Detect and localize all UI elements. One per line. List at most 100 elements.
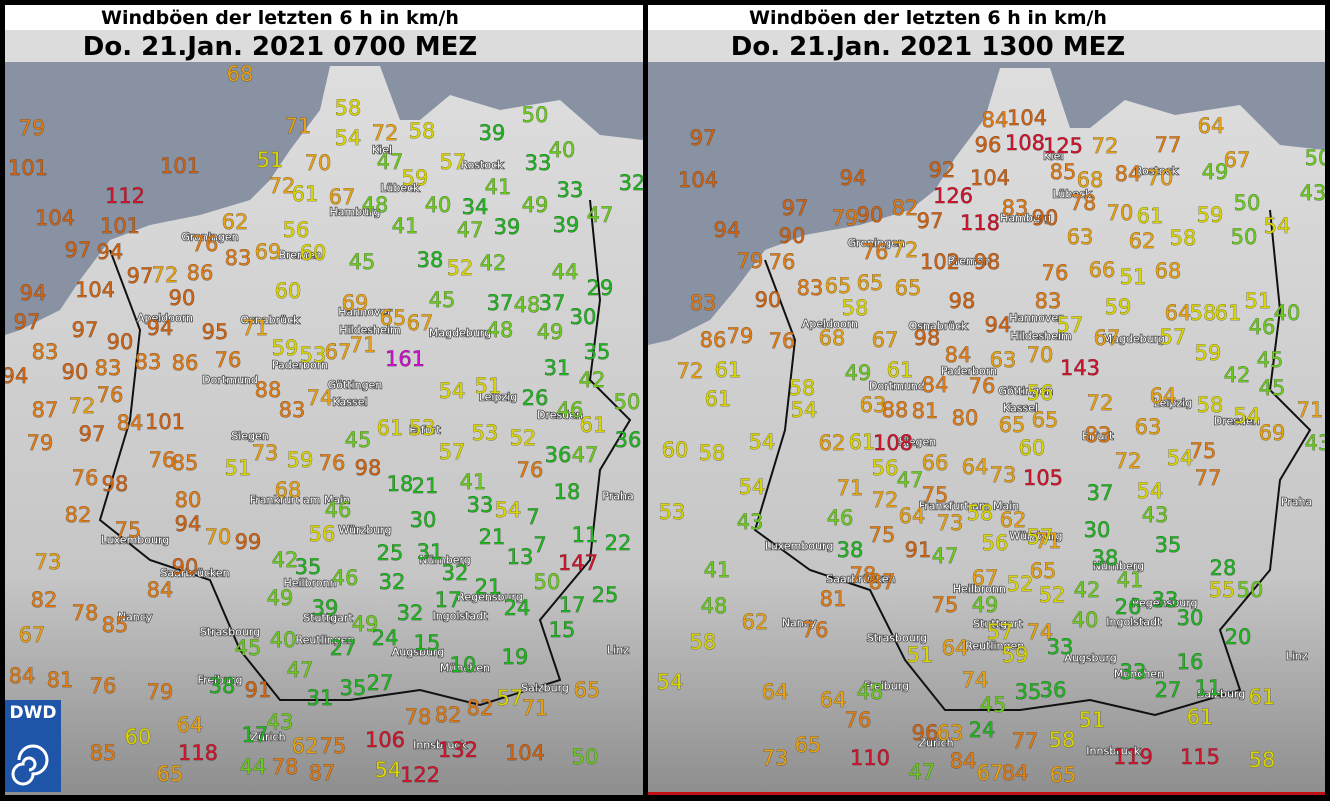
gust-value: 13 <box>507 545 534 569</box>
gust-value: 85 <box>102 613 129 637</box>
city-label: Stuttgart <box>973 618 1023 631</box>
city-label: Strasbourg <box>200 626 260 639</box>
gust-value: 97 <box>917 209 944 233</box>
gust-value: 76 <box>1042 261 1069 285</box>
gust-value: 49 <box>1202 160 1229 184</box>
gust-value: 60 <box>275 279 302 303</box>
gust-value: 118 <box>960 211 1000 235</box>
gust-value: 64 <box>177 713 204 737</box>
gust-value: 83 <box>95 356 122 380</box>
gust-value: 83 <box>1035 289 1062 313</box>
gust-value: 104 <box>35 206 75 230</box>
gust-value: 86 <box>187 261 214 285</box>
gust-value: 91 <box>905 538 932 562</box>
gust-value: 65 <box>857 271 884 295</box>
gust-value: 50 <box>1237 578 1264 602</box>
gust-value: 37 <box>1087 481 1114 505</box>
gust-value: 49 <box>522 193 549 217</box>
gust-value: 15 <box>414 631 441 655</box>
border <box>753 209 1312 717</box>
city-label: Ingolstadt <box>432 610 488 623</box>
gust-value: 58 <box>842 296 869 320</box>
gust-value: 104 <box>1007 106 1047 130</box>
gust-value: 47 <box>377 150 404 174</box>
city-label: Saarbrücken <box>826 573 895 586</box>
gust-value: 118 <box>178 741 218 765</box>
gust-value: 54 <box>657 670 684 694</box>
stations: Kiel Lübeck Hamburg Rostock Groningen Bremen O… <box>2 62 646 787</box>
gust-value: 41 <box>704 558 731 582</box>
gust-value: 7 <box>526 505 539 529</box>
gust-value: 84 <box>950 749 977 773</box>
gust-value: 33 <box>1152 588 1179 612</box>
city-label: Rostock <box>1135 165 1179 178</box>
gust-value: 72 <box>152 263 179 287</box>
gust-value: 43 <box>267 710 294 734</box>
gust-value: 31 <box>417 540 444 564</box>
gust-value: 46 <box>332 566 359 590</box>
city-label: Dortmund <box>202 374 258 387</box>
gust-value: 76 <box>517 458 544 482</box>
gust-value: 81 <box>820 587 847 611</box>
gust-value: 76 <box>90 674 117 698</box>
city-label: Groningen <box>181 231 238 244</box>
gust-value: 83 <box>135 350 162 374</box>
gust-value: 74 <box>307 386 334 410</box>
gust-value: 58 <box>1170 226 1197 250</box>
city-label: Lübeck <box>1052 188 1092 201</box>
gust-value: 94 <box>2 364 29 388</box>
gust-value: 32 <box>619 171 646 195</box>
gust-value: 90 <box>755 288 782 312</box>
gust-value: 67 <box>977 761 1004 785</box>
gust-value: 51 <box>1079 708 1106 732</box>
gust-value: 54 <box>439 379 466 403</box>
gust-value: 94 <box>714 218 741 242</box>
gust-value: 101 <box>100 214 140 238</box>
city-label: Göttingen <box>998 385 1053 398</box>
gust-value: 61 <box>1249 685 1276 709</box>
gust-value: 47 <box>457 218 484 242</box>
gust-value: 72 <box>892 238 919 262</box>
gust-value: 38 <box>1092 546 1119 570</box>
gust-value: 94 <box>985 313 1012 337</box>
gust-value: 52 <box>1007 572 1034 596</box>
gust-value: 65 <box>999 413 1026 437</box>
gust-value: 84 <box>982 108 1009 132</box>
gust-value: 59 <box>1197 203 1224 227</box>
city-label: Linz <box>607 644 629 657</box>
gust-value: 35 <box>340 676 367 700</box>
gust-value: 98 <box>974 250 1001 274</box>
gust-value: 42 <box>1074 578 1101 602</box>
city-label: Regensburg <box>1132 597 1198 610</box>
city-label: Hildesheim <box>339 324 400 337</box>
gust-value: 54 <box>1167 446 1194 470</box>
gust-value: 46 <box>325 498 352 522</box>
gust-value: 61 <box>377 416 404 440</box>
gust-value: 53 <box>659 500 686 524</box>
gust-value: 51 <box>225 456 252 480</box>
gust-value: 48 <box>487 318 514 342</box>
gust-value: 65 <box>1030 559 1057 583</box>
gust-value: 86 <box>172 351 199 375</box>
gust-value: 65 <box>1032 408 1059 432</box>
gust-value: 61 <box>849 430 876 454</box>
gust-value: 90 <box>169 286 196 310</box>
gust-value: 65 <box>1050 763 1077 787</box>
gust-value: 33 <box>525 151 552 175</box>
gust-value: 104 <box>75 278 115 302</box>
gust-value: 63 <box>1135 415 1162 439</box>
gust-value: 59 <box>1002 643 1029 667</box>
gust-value: 48 <box>701 594 728 618</box>
gust-value: 94 <box>840 166 867 190</box>
gust-value: 84 <box>945 343 972 367</box>
city-label: Ingolstadt <box>1106 616 1162 629</box>
city-label: Rostock <box>460 159 504 172</box>
gust-value: 72 <box>677 359 704 383</box>
gust-value: 50 <box>1231 225 1258 249</box>
gust-value: 56 <box>1027 381 1054 405</box>
gust-value: 69 <box>342 291 369 315</box>
gust-value: 21 <box>475 575 502 599</box>
gust-value: 58 <box>1249 748 1276 772</box>
gust-value: 36 <box>1040 678 1067 702</box>
